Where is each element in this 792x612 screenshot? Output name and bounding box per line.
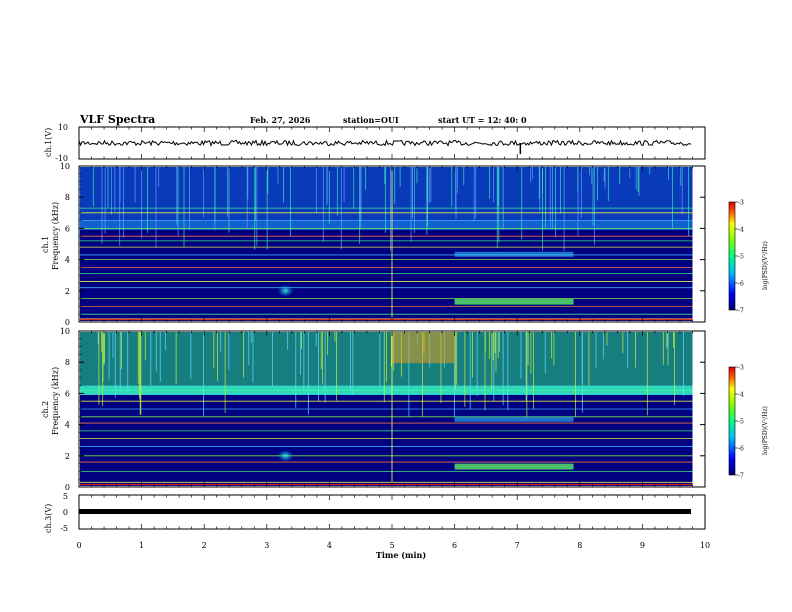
ch1-spec-ytick-label: 0 bbox=[65, 318, 70, 327]
colorbar-ch2-tick-label: -7 bbox=[738, 473, 744, 480]
time-tick-label: 4 bbox=[327, 541, 332, 550]
time-tick-label: 9 bbox=[640, 541, 645, 550]
ch3-ytick-minus5: -5 bbox=[60, 524, 68, 533]
colorbar-ch2-label: log(PSD)(V²/Hz) bbox=[762, 406, 769, 455]
time-tick-label: 6 bbox=[452, 541, 457, 550]
ch1-spec-emission-band bbox=[80, 220, 693, 230]
ch3-ytick-0: 0 bbox=[63, 508, 68, 517]
colorbar-ch1-tick-label: -3 bbox=[738, 200, 744, 207]
ch2-spectrogram-panel: 0 2 4 6 8 10 ch.2 Frequency (kHz) bbox=[41, 327, 706, 492]
ch2-spec-warm-patch bbox=[392, 332, 455, 364]
ch1-spec-ytick-label: 8 bbox=[65, 193, 70, 202]
colorbar-ch1-tick-label: -4 bbox=[738, 227, 744, 234]
ch1-ytick-10: 10 bbox=[58, 123, 68, 132]
time-tick-label: 5 bbox=[389, 541, 394, 550]
ch1-spec-ytick-label: 10 bbox=[60, 162, 70, 171]
ch1-ylabel: ch.1(V) bbox=[44, 128, 53, 157]
x-axis-label: Time (min) bbox=[376, 550, 426, 560]
ch1-spec-burst-blob bbox=[277, 284, 294, 297]
ch1-spec-upper-band bbox=[80, 167, 693, 230]
ch1-spec-mid-band-activity bbox=[454, 251, 574, 257]
ch1-waveform-line bbox=[78, 139, 692, 147]
colorbar-ch1-tick-label: -7 bbox=[738, 308, 744, 315]
ch1-spec-ytick-label: 4 bbox=[65, 256, 70, 265]
colorbar-ch2-tick-label: -5 bbox=[738, 419, 744, 426]
time-tick-label: 10 bbox=[700, 541, 710, 550]
colorbar-ch2: -3 -4 -5 -6 -7 log(PSD)(V²/Hz) bbox=[728, 365, 769, 480]
ch1-spec-low-band-activity bbox=[454, 298, 574, 305]
time-tick-label: 2 bbox=[202, 541, 207, 550]
ch1-spectrogram-image bbox=[79, 167, 693, 322]
header-start-time: start UT = 12: 40: 0 bbox=[438, 115, 527, 125]
time-tick-label: 8 bbox=[577, 541, 582, 550]
ch1-spec-ytick-label: 2 bbox=[65, 287, 70, 296]
time-tick-label: 1 bbox=[139, 541, 144, 550]
ch1-spectrogram-panel: 0 2 4 6 8 10 ch.1 Frequency (kHz) bbox=[41, 162, 706, 327]
colorbar-ch1-label: log(PSD)(V²/Hz) bbox=[762, 241, 769, 290]
ch2-spectrogram-image bbox=[80, 332, 693, 487]
ch2-spec-mid-band-activity bbox=[454, 416, 574, 422]
ch1-spec-ylabel-freq: Frequency (kHz) bbox=[51, 202, 60, 270]
colorbar-ch2-tick-label: -3 bbox=[738, 365, 744, 372]
time-tick-label: 0 bbox=[76, 541, 81, 550]
ch2-spec-ytick-label: 8 bbox=[65, 358, 70, 367]
ch2-spec-ylabel-freq: Frequency (kHz) bbox=[51, 367, 60, 435]
ch1-waveform-trace bbox=[78, 139, 692, 154]
ch2-spec-ytick-label: 0 bbox=[65, 483, 70, 492]
ch2-spec-ytick-label: 6 bbox=[65, 389, 70, 398]
colorbar-ch1: -3 -4 -5 -6 -7 log(PSD)(V²/Hz) bbox=[728, 200, 769, 315]
colorbar-ch1-tick-label: -6 bbox=[738, 281, 744, 288]
colorbar-ch2-tick-label: -4 bbox=[738, 392, 744, 399]
ch1-waveform-panel: 10 -10 ch.1(V) bbox=[44, 123, 706, 163]
figure-title: VLF Spectra bbox=[79, 113, 155, 126]
ch2-spec-burst-blob bbox=[277, 449, 294, 462]
ch3-ylabel: ch.3(V) bbox=[44, 504, 53, 533]
ch2-spec-ytick-label: 2 bbox=[65, 452, 70, 461]
ch2-spec-ytick-label: 10 bbox=[60, 327, 70, 336]
colorbar-ch1-tick-label: -5 bbox=[738, 254, 744, 261]
ch1-spec-ytick-label: 6 bbox=[65, 224, 70, 233]
ch2-spec-ytick-label: 4 bbox=[65, 421, 70, 430]
colorbar-ch2-tick-label: -6 bbox=[738, 446, 744, 453]
time-axis-labels: 0 1 2 3 4 5 6 7 8 9 10 bbox=[76, 541, 710, 550]
ch3-ytick-5: 5 bbox=[63, 492, 68, 501]
ch3-waveform-panel: 5 0 -5 ch.3(V) bbox=[44, 492, 706, 533]
header-date: Feb. 27, 2026 bbox=[250, 115, 311, 125]
header-station: station=OUI bbox=[343, 115, 399, 125]
time-tick-label: 7 bbox=[515, 541, 520, 550]
ch1-ytick-minus10: -10 bbox=[55, 154, 68, 163]
ch3-waveform-trace bbox=[79, 509, 691, 514]
ch2-spec-ylabel-channel: ch.2 bbox=[41, 401, 50, 418]
ch2-spec-low-band-activity bbox=[454, 463, 574, 470]
ch1-spec-ylabel-channel: ch.1 bbox=[41, 236, 50, 253]
time-axis-ticks bbox=[78, 127, 706, 529]
time-tick-label: 3 bbox=[264, 541, 269, 550]
